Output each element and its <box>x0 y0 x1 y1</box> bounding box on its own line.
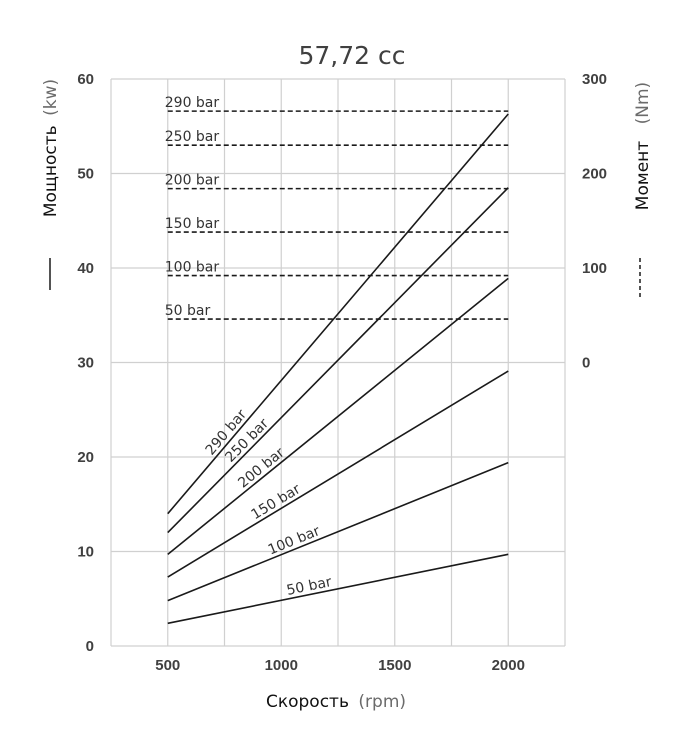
grid-lines <box>110 78 566 647</box>
y-tick-label: 20 <box>77 449 94 466</box>
y-tick-label: 10 <box>77 544 94 561</box>
y-axis-title: Мощность (kw) <box>41 79 61 290</box>
y2-tick-label: 100 <box>582 260 607 277</box>
power-line-label: 150 bar <box>249 481 304 523</box>
tick-labels: 500 1000 1500 2000 0 10 20 30 40 50 60 0 100 200 300 <box>77 71 607 674</box>
y2-axis-title: Момент (Nm) <box>633 82 653 300</box>
torque-lines <box>167 110 509 320</box>
x-axis-label: Скорость <box>266 692 349 712</box>
torque-line-label: 100 bar <box>165 260 220 276</box>
y-tick-label: 0 <box>86 638 94 655</box>
y-axis-label: Мощность <box>41 125 61 217</box>
power-lines <box>167 113 509 625</box>
torque-line-label: 200 bar <box>165 173 220 189</box>
y-tick-label: 50 <box>77 166 94 183</box>
x-tick-label: 500 <box>155 657 180 674</box>
svg-text:Мощность (kw): Мощность (kw) <box>41 79 61 217</box>
power-line <box>167 113 509 515</box>
y-tick-label: 40 <box>77 260 94 277</box>
y-axis-unit: (kw) <box>41 79 61 116</box>
chart-title: 57,72 cc <box>298 41 405 70</box>
x-tick-label: 1000 <box>265 657 298 674</box>
torque-line-label: 150 bar <box>165 216 220 232</box>
x-tick-label: 1500 <box>378 657 411 674</box>
y2-tick-label: 200 <box>582 166 607 183</box>
torque-line-label: 290 bar <box>165 95 220 111</box>
x-tick-label: 2000 <box>492 657 525 674</box>
y2-tick-label: 300 <box>582 71 607 88</box>
power-line <box>167 370 509 578</box>
x-axis-title: Скорость (rpm) <box>266 692 406 712</box>
y2-axis-unit: (Nm) <box>633 82 653 125</box>
power-line <box>167 187 509 534</box>
y-tick-label: 30 <box>77 355 94 372</box>
power-line <box>167 461 509 602</box>
y2-tick-label: 0 <box>582 355 590 372</box>
torque-line-label: 250 bar <box>165 129 220 145</box>
y-tick-label: 60 <box>77 71 94 88</box>
svg-text:Момент (Nm): Момент (Nm) <box>633 82 653 210</box>
power-line <box>167 277 509 555</box>
x-axis-unit: (rpm) <box>358 692 406 712</box>
power-line-label: 100 bar <box>266 523 323 558</box>
y2-axis-label: Момент <box>633 141 653 210</box>
power-line <box>167 553 509 625</box>
torque-line-label: 50 bar <box>165 303 211 319</box>
